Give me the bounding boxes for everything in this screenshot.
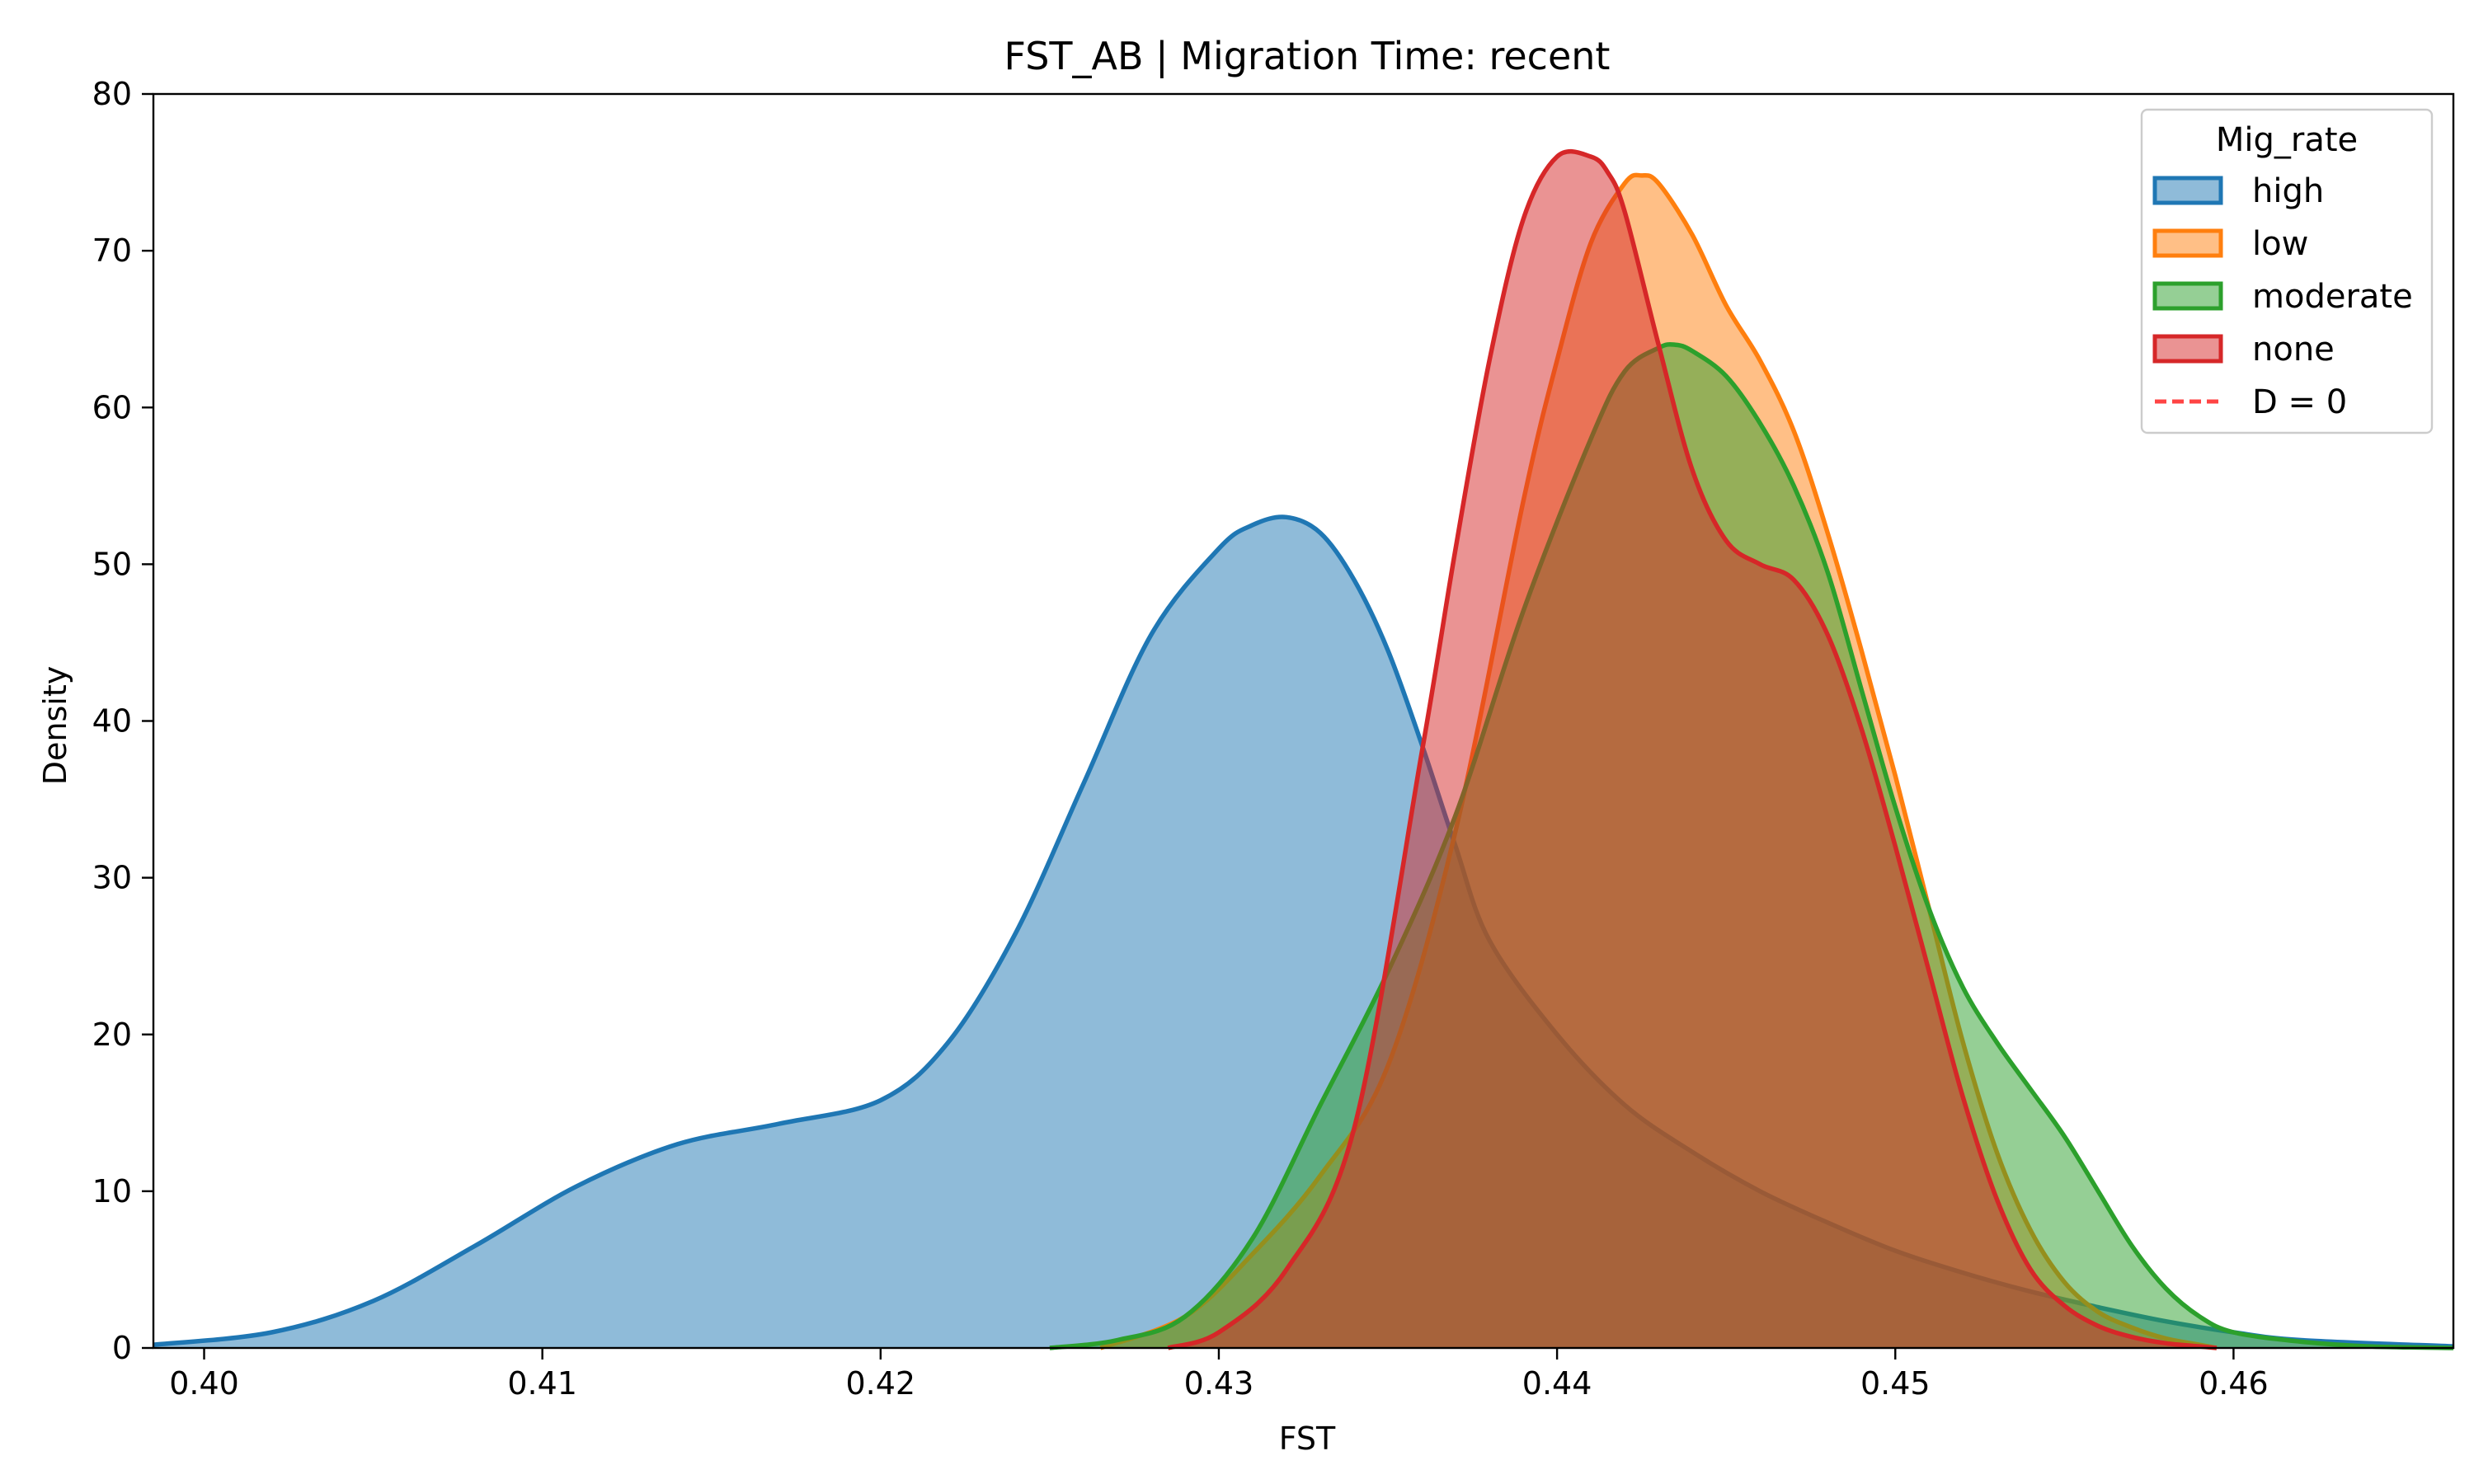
legend-swatch-low [2152, 228, 2223, 258]
y-tick-label: 60 [92, 389, 132, 425]
x-tick-label: 0.40 [169, 1365, 239, 1402]
legend-label-d-0: D = 0 [2252, 383, 2347, 421]
legend-label-low: low [2252, 225, 2308, 263]
y-tick-label: 40 [92, 703, 132, 740]
y-tick-label: 10 [92, 1173, 132, 1209]
y-axis: 0 10 20 30 40 50 60 70 80 [92, 76, 153, 1366]
density-area-none [1168, 151, 2217, 1349]
legend-label-none: none [2252, 331, 2335, 369]
legend-label-moderate: moderate [2252, 278, 2413, 316]
x-tick-label: 0.41 [507, 1365, 577, 1402]
x-tick-label: 0.45 [1860, 1365, 1931, 1402]
y-tick-label: 50 [92, 546, 132, 582]
y-tick-label: 70 [92, 232, 132, 269]
x-axis-label: FST [1279, 1421, 1336, 1457]
x-tick-label: 0.43 [1184, 1365, 1254, 1402]
plot-area [152, 92, 2455, 1350]
x-tick-label: 0.46 [2199, 1365, 2269, 1402]
x-tick-label: 0.42 [846, 1365, 916, 1402]
density-line-moderate [1049, 341, 2454, 1350]
legend-entries: high low moderate none D = 0 [2152, 172, 2413, 421]
x-tick-label: 0.44 [1522, 1365, 1592, 1402]
legend-swatch-none [2152, 334, 2223, 364]
legend-swatch-moderate [2152, 281, 2223, 311]
chart-title: FST_AB | Migration Time: recent [1004, 34, 1611, 79]
legend: Mig_rate high low moderate none D = 0 [2140, 108, 2434, 434]
y-axis-label: Density [37, 666, 73, 785]
density-line-none [1167, 148, 2218, 1350]
series-layer [153, 148, 2454, 1350]
x-axis: 0.40 0.41 0.42 0.43 0.44 0.45 0.46 [169, 1348, 2269, 1402]
legend-title: Mig_rate [2216, 121, 2358, 159]
y-tick-label: 20 [92, 1017, 132, 1053]
density-area-high [153, 517, 2453, 1348]
y-tick-label: 0 [112, 1330, 132, 1366]
y-tick-label: 30 [92, 860, 132, 896]
y-tick-label: 80 [92, 76, 132, 112]
legend-swatch-high [2152, 176, 2223, 205]
legend-label-high: high [2252, 172, 2324, 210]
